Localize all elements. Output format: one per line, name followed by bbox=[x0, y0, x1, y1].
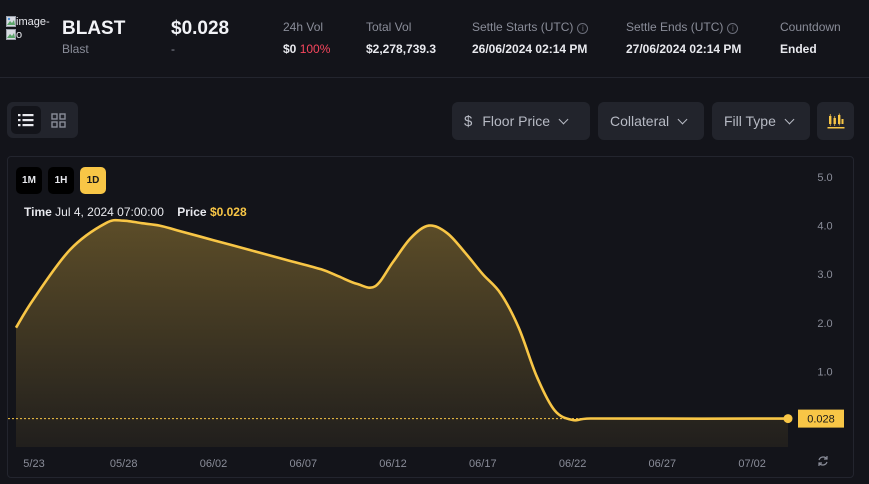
vol-change: 100% bbox=[299, 42, 331, 56]
dropdown-label: Collateral bbox=[610, 113, 670, 129]
stat-value: $2,278,739.3 bbox=[366, 42, 437, 56]
stat-countdown: Countdown Ended bbox=[780, 20, 841, 56]
label-text: Settle Starts (UTC) bbox=[472, 20, 574, 34]
price-change: - bbox=[171, 42, 175, 56]
y-tick-label: 1.0 bbox=[817, 366, 832, 378]
last-price-dot bbox=[783, 414, 793, 424]
chevron-down-icon bbox=[558, 114, 569, 124]
stat-value: $0 100% bbox=[283, 42, 330, 56]
stat-value: Ended bbox=[780, 42, 817, 56]
dollar-icon: $ bbox=[464, 112, 473, 130]
stat-value: 27/06/2024 02:14 PM bbox=[626, 42, 742, 56]
token-name: BLAST bbox=[62, 18, 126, 39]
x-tick-label: 05/28 bbox=[110, 458, 138, 470]
stat-value: 26/06/2024 02:14 PM bbox=[472, 42, 588, 56]
chevron-down-icon bbox=[677, 114, 688, 124]
grid-view-button[interactable] bbox=[43, 106, 73, 134]
floor-price-dropdown[interactable]: $ Floor Price bbox=[452, 102, 590, 140]
chevron-down-icon bbox=[784, 114, 795, 124]
chart-type-button[interactable] bbox=[817, 102, 854, 140]
x-tick-label: 06/22 bbox=[559, 458, 587, 470]
collateral-dropdown[interactable]: Collateral bbox=[598, 102, 704, 140]
refresh-icon[interactable] bbox=[818, 456, 828, 466]
current-price-label: 0.028 bbox=[807, 414, 835, 426]
tooltip-time-value: Jul 4, 2024 07:00:00 bbox=[55, 205, 164, 219]
info-icon[interactable]: i bbox=[577, 23, 589, 34]
market-header: image- o BLAST Blast $0.028 - 24h Vol $0… bbox=[0, 0, 869, 78]
broken-image-icon bbox=[6, 16, 16, 27]
stat-settle-starts: Settle Starts (UTC) i 26/06/2024 02:14 PM bbox=[472, 20, 589, 56]
timeframe-1d-button[interactable]: 1D bbox=[80, 167, 106, 194]
token-subtitle: Blast bbox=[62, 42, 89, 56]
stat-label: 24h Vol bbox=[283, 20, 324, 34]
stat-24h-vol: 24h Vol $0 100% bbox=[283, 20, 330, 56]
label-text: Settle Ends (UTC) bbox=[626, 20, 724, 34]
list-view-button[interactable] bbox=[11, 106, 41, 134]
price-chart-panel: 5.0 4.0 3.0 2.0 1.0 5/23 05/28 06/02 06/07 06/12… bbox=[7, 156, 854, 478]
y-tick-label: 3.0 bbox=[817, 269, 832, 281]
timeframe-1h-button[interactable]: 1H bbox=[48, 167, 74, 194]
stat-label: Settle Starts (UTC) i bbox=[472, 20, 589, 34]
current-price-label-bg bbox=[798, 409, 844, 428]
price-chart[interactable]: 5.0 4.0 3.0 2.0 1.0 5/23 05/28 06/02 06/07 06/12… bbox=[8, 157, 854, 478]
stat-settle-ends: Settle Ends (UTC) i 27/06/2024 02:14 PM bbox=[626, 20, 741, 56]
dropdown-label: Floor Price bbox=[482, 113, 551, 129]
x-tick-label: 07/02 bbox=[738, 458, 766, 470]
x-tick-label: 06/02 bbox=[200, 458, 228, 470]
tooltip-price-value: $0.028 bbox=[209, 205, 247, 219]
chart-toolbar: $ Floor Price Collateral Fill Type bbox=[0, 100, 869, 142]
token-logo: image- o bbox=[6, 16, 52, 62]
list-icon bbox=[18, 114, 34, 127]
y-tick-label: 5.0 bbox=[817, 172, 832, 184]
logo-alt-text-1: image- bbox=[16, 16, 50, 28]
candlestick-chart-icon bbox=[827, 113, 844, 129]
dropdown-label: Fill Type bbox=[724, 113, 776, 129]
fill-type-dropdown[interactable]: Fill Type bbox=[712, 102, 810, 140]
x-tick-label: 06/12 bbox=[379, 458, 407, 470]
info-icon[interactable]: i bbox=[727, 23, 739, 34]
tooltip-price-label: Price bbox=[177, 205, 207, 219]
price-area-fill bbox=[16, 220, 788, 447]
price-line bbox=[14, 218, 788, 422]
x-tick-label: 06/27 bbox=[649, 458, 677, 470]
timeframe-1m-button[interactable]: 1M bbox=[16, 167, 42, 194]
logo-alt-text-2: o bbox=[16, 29, 23, 41]
y-tick-label: 2.0 bbox=[817, 318, 832, 330]
vol-value: $0 bbox=[283, 42, 297, 56]
view-toggle bbox=[7, 102, 78, 138]
grid-icon bbox=[50, 112, 66, 128]
stat-label: Countdown bbox=[780, 20, 841, 34]
x-tick-label: 5/23 bbox=[23, 458, 44, 470]
chart-tooltip: Time Jul 4, 2024 07:00:00 Price $0.028 bbox=[24, 205, 247, 219]
broken-image-icon-2 bbox=[6, 29, 16, 40]
stat-label: Total Vol bbox=[366, 20, 412, 34]
x-tick-label: 06/17 bbox=[469, 458, 497, 470]
x-tick-label: 06/07 bbox=[290, 458, 318, 470]
stat-total-vol: Total Vol $2,278,739.3 bbox=[366, 20, 436, 56]
stat-label: Settle Ends (UTC) i bbox=[626, 20, 741, 34]
current-price: $0.028 bbox=[171, 18, 230, 39]
y-tick-label: 4.0 bbox=[817, 221, 832, 233]
tooltip-time-label: Time bbox=[24, 205, 52, 219]
